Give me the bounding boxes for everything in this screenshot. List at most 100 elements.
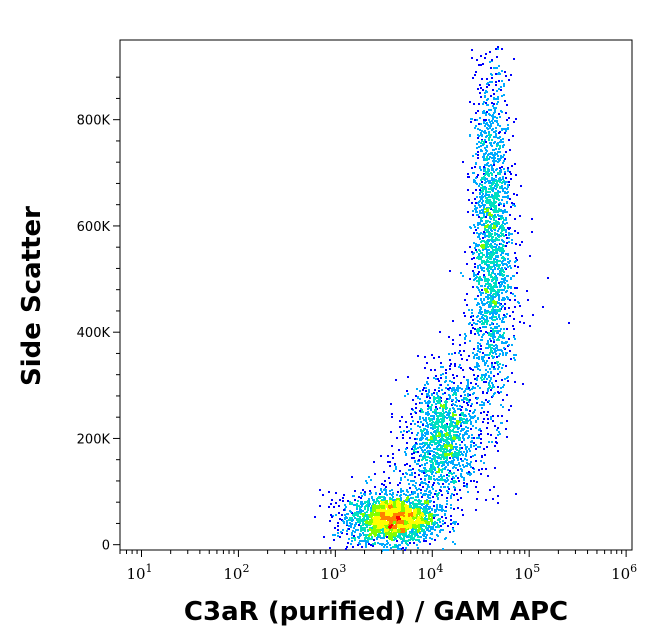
data-point	[419, 398, 421, 400]
data-point	[397, 548, 399, 550]
data-point	[476, 251, 478, 253]
data-point	[493, 366, 495, 368]
data-point	[497, 230, 499, 232]
data-point	[383, 546, 385, 548]
data-point	[489, 288, 491, 290]
data-point	[486, 164, 488, 166]
data-point	[486, 104, 488, 106]
data-point	[381, 491, 383, 493]
data-point	[480, 412, 482, 414]
data-point	[493, 179, 495, 181]
data-point	[384, 523, 386, 525]
data-point	[485, 102, 487, 104]
data-point	[348, 525, 350, 527]
data-point	[474, 180, 476, 182]
data-point	[389, 500, 391, 502]
data-point	[474, 226, 476, 228]
data-point	[467, 189, 469, 191]
data-point	[481, 317, 483, 319]
data-point	[475, 209, 477, 211]
data-point	[463, 479, 465, 481]
data-point	[425, 540, 427, 542]
data-point	[424, 520, 426, 522]
data-point	[475, 125, 477, 127]
data-point	[430, 432, 432, 434]
data-point	[403, 536, 405, 538]
data-point	[499, 210, 501, 212]
data-point	[428, 507, 430, 509]
data-point	[446, 447, 448, 449]
data-point	[477, 332, 479, 334]
data-point	[479, 256, 481, 258]
data-point	[350, 526, 352, 528]
data-point	[468, 413, 470, 415]
data-point	[454, 487, 456, 489]
data-point	[400, 490, 402, 492]
data-point	[469, 399, 471, 401]
data-point	[503, 128, 505, 130]
data-point	[500, 157, 502, 159]
data-point	[496, 233, 498, 235]
data-point	[470, 405, 472, 407]
data-point	[387, 533, 389, 535]
data-point	[470, 428, 472, 430]
data-point	[483, 159, 485, 161]
data-point	[488, 376, 490, 378]
data-point	[470, 441, 472, 443]
data-point	[497, 96, 499, 98]
data-point	[494, 216, 496, 218]
data-point	[360, 525, 362, 527]
data-point	[420, 421, 422, 423]
data-point	[452, 463, 454, 465]
data-point	[487, 246, 489, 248]
data-point	[486, 156, 488, 158]
data-point	[502, 188, 504, 190]
data-point	[483, 141, 485, 143]
data-point	[490, 182, 492, 184]
data-point	[495, 237, 497, 239]
data-point	[376, 531, 378, 533]
data-point	[495, 380, 497, 382]
data-point	[403, 518, 405, 520]
data-point	[470, 456, 472, 458]
data-point	[390, 519, 392, 521]
data-point	[508, 79, 510, 81]
data-point	[480, 430, 482, 432]
data-point	[354, 525, 356, 527]
data-point	[414, 524, 416, 526]
data-point	[473, 275, 475, 277]
data-point	[461, 388, 463, 390]
data-point	[480, 169, 482, 171]
data-point	[403, 515, 405, 517]
data-point	[445, 537, 447, 539]
data-point	[503, 196, 505, 198]
data-point	[497, 98, 499, 100]
data-point	[429, 490, 431, 492]
data-point	[427, 424, 429, 426]
data-point	[506, 119, 508, 121]
data-point	[419, 512, 421, 514]
data-point	[452, 457, 454, 459]
data-point	[498, 65, 500, 67]
data-point	[412, 517, 414, 519]
data-point	[415, 412, 417, 414]
data-point	[418, 529, 420, 531]
data-point	[469, 101, 471, 103]
data-point	[502, 178, 504, 180]
data-point	[483, 404, 485, 406]
data-point	[477, 315, 479, 317]
data-point	[393, 519, 395, 521]
data-point	[481, 184, 483, 186]
data-point	[396, 437, 398, 439]
data-point	[460, 497, 462, 499]
data-point	[454, 464, 456, 466]
data-point	[479, 278, 481, 280]
data-point	[445, 430, 447, 432]
data-point	[495, 127, 497, 129]
data-point	[457, 499, 459, 501]
data-point	[442, 366, 444, 368]
data-point	[515, 243, 517, 245]
data-point	[503, 168, 505, 170]
data-point	[333, 539, 335, 541]
data-point	[455, 521, 457, 523]
